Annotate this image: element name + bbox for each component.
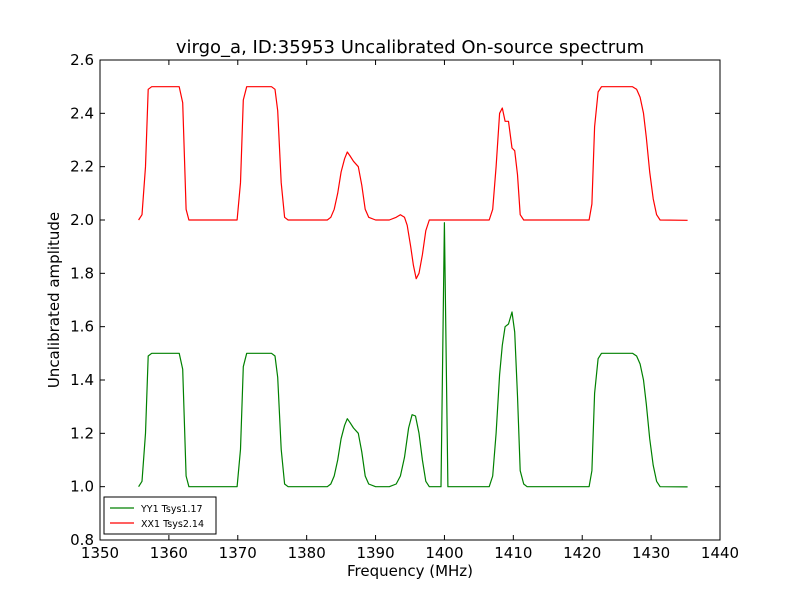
- x-tick-label: 1370: [219, 544, 257, 562]
- x-tick-label: 1380: [288, 544, 326, 562]
- y-axis: 0.8 1.0 1.2 1.4 1.6 1.8 2.0 2.2 2.4 2.6: [70, 51, 720, 549]
- series-line-xx1: [138, 86, 688, 280]
- x-tick-label: 1360: [150, 544, 188, 562]
- x-tick-label: 1420: [563, 544, 601, 562]
- y-tick-label: 2.4: [70, 104, 94, 122]
- chart-title: virgo_a, ID:35953 Uncalibrated On-source…: [176, 37, 644, 58]
- plot-area-frame: [99, 59, 721, 541]
- y-tick-label: 1.2: [70, 424, 94, 442]
- y-tick-label: 2.2: [70, 158, 94, 176]
- y-tick-label: 2.0: [70, 211, 94, 229]
- y-tick-label: 2.6: [70, 51, 94, 69]
- y-tick-label: 1.0: [70, 478, 94, 496]
- x-tick-label: 1390: [356, 544, 394, 562]
- x-axis-label: Frequency (MHz): [347, 562, 473, 580]
- x-tick-label: 1440: [701, 544, 739, 562]
- series-line-yy1: [138, 222, 688, 488]
- y-tick-label: 1.8: [70, 264, 94, 282]
- x-tick-label: 1400: [425, 544, 463, 562]
- legend-label: XX1 Tsys2.14: [141, 519, 204, 530]
- series-layer: [138, 86, 688, 488]
- y-tick-label: 0.8: [70, 531, 94, 549]
- y-axis-label: Uncalibrated amplitude: [45, 212, 63, 388]
- legend-box: [103, 496, 217, 535]
- x-tick-label: 1430: [632, 544, 670, 562]
- y-tick-label: 1.4: [70, 371, 94, 389]
- legend: YY1 Tsys1.17 XX1 Tsys2.14: [103, 496, 217, 535]
- x-axis: 1350 1360 1370 1380 1390 1400 1410 1420 1430 1440: [81, 60, 739, 562]
- x-tick-label: 1410: [494, 544, 532, 562]
- x-tick-label: 1350: [81, 544, 119, 562]
- legend-label: YY1 Tsys1.17: [140, 504, 203, 515]
- y-tick-label: 1.6: [70, 318, 94, 336]
